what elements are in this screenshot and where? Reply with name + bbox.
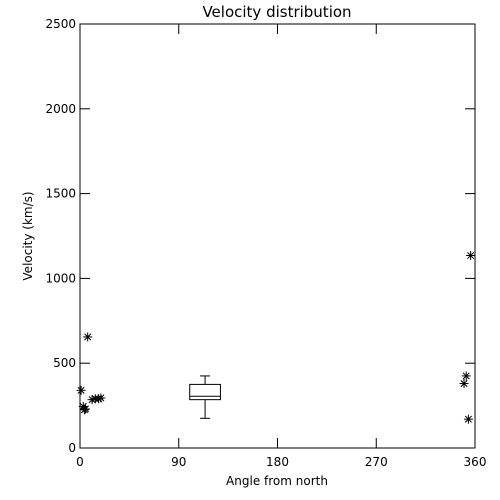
x-tick-label: 270: [365, 455, 388, 469]
x-axis-label: Angle from north: [226, 474, 328, 488]
plot-frame: [79, 23, 476, 449]
y-tick-label: 2000: [45, 102, 76, 116]
data-point: [76, 385, 86, 395]
x-axis: 0 90 180 270 360: [76, 24, 486, 469]
y-tick-label: 2500: [45, 17, 76, 31]
data-point: [463, 414, 473, 424]
y-axis: 0 500 1000 1500 2000 2500: [45, 17, 475, 455]
y-tick-label: 1000: [45, 271, 76, 285]
data-point: [80, 404, 90, 414]
x-tick-label: 0: [76, 455, 84, 469]
data-point: [466, 251, 476, 261]
velocity-data-points: [76, 251, 476, 424]
data-point: [461, 371, 471, 381]
data-point: [459, 379, 469, 389]
chart-title: Velocity distribution: [202, 3, 351, 21]
x-tick-label: 360: [464, 455, 487, 469]
box-iqr: [189, 383, 221, 401]
y-tick-label: 1500: [45, 187, 76, 201]
y-tick-label: 0: [68, 441, 76, 455]
y-axis-label: Velocity (km/s): [21, 191, 35, 280]
x-tick-label: 90: [171, 455, 186, 469]
y-tick-label: 500: [53, 356, 76, 370]
x-tick-label: 180: [266, 455, 289, 469]
velocity-box-plot: [189, 375, 221, 419]
data-point: [83, 332, 93, 342]
data-point: [96, 393, 106, 403]
